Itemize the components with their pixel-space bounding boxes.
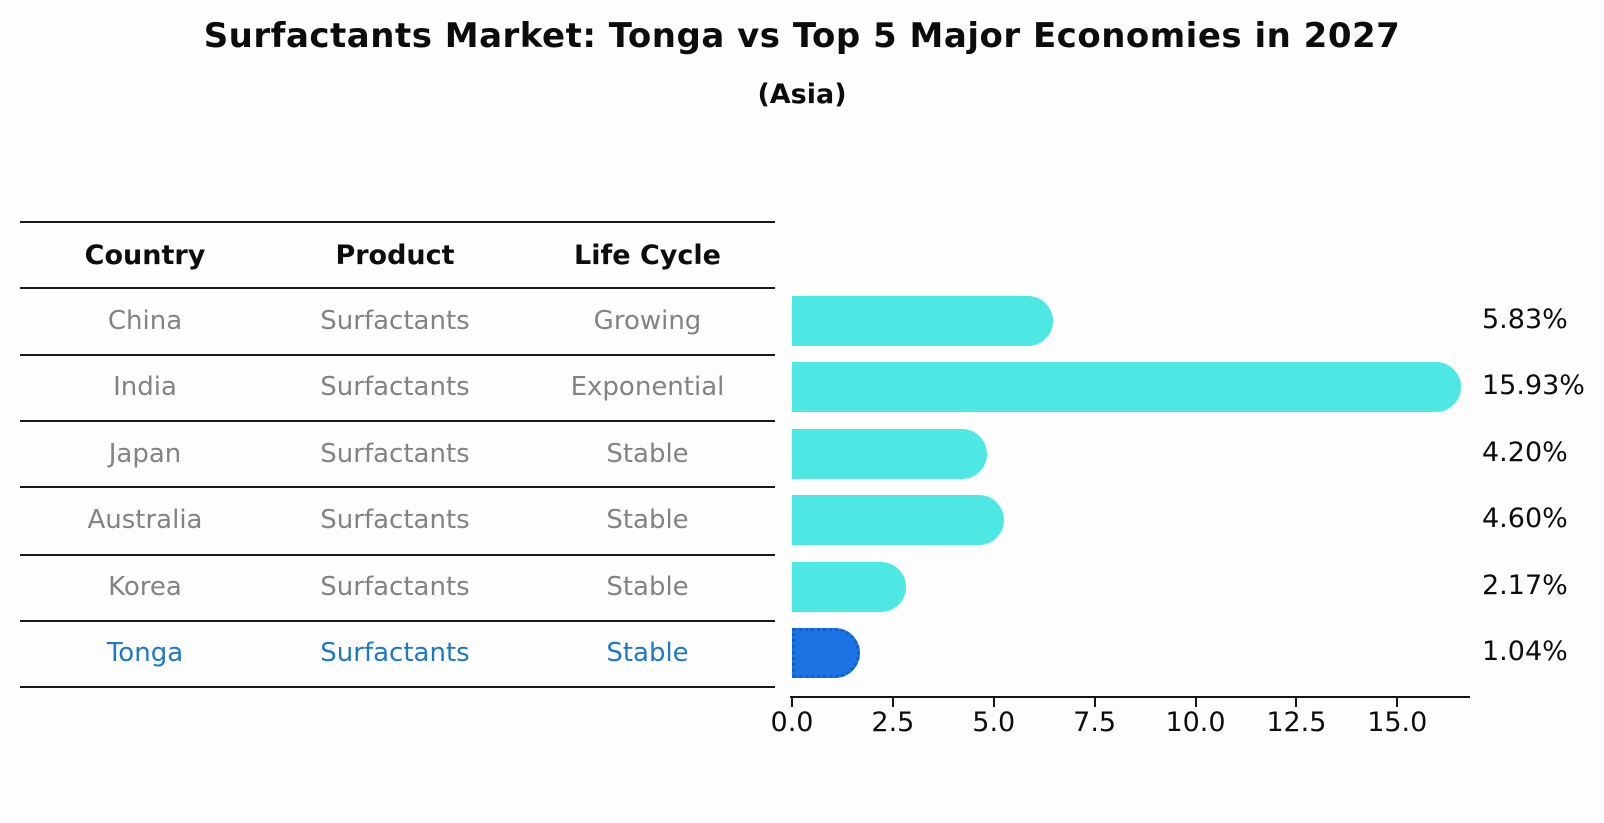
cell-country: India (113, 372, 177, 402)
column-header-product: Product (335, 239, 455, 271)
x-axis-tick (791, 696, 793, 707)
cell-country: Tonga (106, 638, 184, 668)
bar-value-label-tonga: 1.04% (1482, 636, 1568, 667)
cell-country: Australia (87, 505, 203, 535)
cell-product: Surfactants (320, 505, 470, 535)
x-axis-tick-label: 12.5 (1266, 707, 1327, 738)
table-rule (20, 354, 775, 356)
bar-value-label-india: 15.93% (1482, 370, 1585, 401)
table-rule (20, 287, 775, 289)
bar-india (792, 362, 1461, 412)
table-rule (20, 486, 775, 488)
x-axis-tick-label: 0.0 (770, 707, 814, 738)
table-row-china: China Surfactants Growing (20, 290, 775, 352)
cell-life-cycle: Stable (606, 439, 689, 469)
cell-product: Surfactants (320, 372, 470, 402)
table-rule (20, 554, 775, 556)
cell-country: Korea (108, 572, 182, 602)
table-row-india: India Surfactants Exponential (20, 356, 775, 418)
x-axis-tick (1295, 696, 1298, 707)
bar-value-label-korea: 2.17% (1482, 570, 1568, 601)
table-rule (20, 420, 775, 422)
x-axis-tick (1093, 696, 1096, 707)
table-row-japan: Japan Surfactants Stable (20, 423, 775, 485)
page-title: Surfactants Market: Tonga vs Top 5 Major… (203, 16, 1401, 56)
cell-country: China (107, 306, 183, 336)
bar-australia (792, 495, 1004, 545)
x-axis-line (790, 696, 1470, 698)
x-axis-tick (992, 696, 995, 707)
bar-japan (792, 429, 988, 479)
table-row-australia: Australia Surfactants Stable (20, 489, 775, 551)
cell-product: Surfactants (320, 439, 470, 469)
table-rule (20, 221, 775, 223)
table-row-tonga: Tonga Surfactants Stable (20, 622, 775, 684)
x-axis-tick-label: 2.5 (871, 707, 915, 738)
table-header-row: Country Product Life Cycle (20, 224, 775, 286)
cell-product: Surfactants (320, 572, 470, 602)
bar-china (792, 296, 1054, 346)
cell-life-cycle: Growing (593, 306, 702, 336)
x-axis-tick (1396, 696, 1399, 707)
cell-country: Japan (108, 439, 182, 469)
cell-life-cycle: Stable (606, 572, 689, 602)
cell-product: Surfactants (320, 638, 470, 668)
x-axis-tick (891, 696, 894, 707)
cell-product: Surfactants (320, 306, 470, 336)
bar-value-label-china: 5.83% (1482, 304, 1568, 335)
bar-value-label-japan: 4.20% (1482, 437, 1568, 468)
column-header-country: Country (84, 239, 206, 271)
table-rule (20, 686, 775, 688)
table-rule (20, 620, 775, 622)
cell-life-cycle: Exponential (570, 372, 725, 402)
column-header-life-cycle: Life Cycle (574, 239, 721, 271)
x-axis-tick (1194, 696, 1197, 707)
x-axis-tick-label: 15.0 (1367, 707, 1428, 738)
x-axis-tick-label: 10.0 (1165, 707, 1226, 738)
cell-life-cycle: Stable (606, 505, 689, 535)
page-subtitle: (Asia) (757, 79, 847, 110)
x-axis-tick-label: 7.5 (1073, 707, 1117, 738)
table-row-korea: Korea Surfactants Stable (20, 556, 775, 618)
bar-korea (792, 562, 906, 612)
bar-tonga (792, 628, 860, 678)
x-axis-tick-label: 5.0 (972, 707, 1016, 738)
bar-value-label-australia: 4.60% (1482, 503, 1568, 534)
cell-life-cycle: Stable (606, 638, 689, 668)
